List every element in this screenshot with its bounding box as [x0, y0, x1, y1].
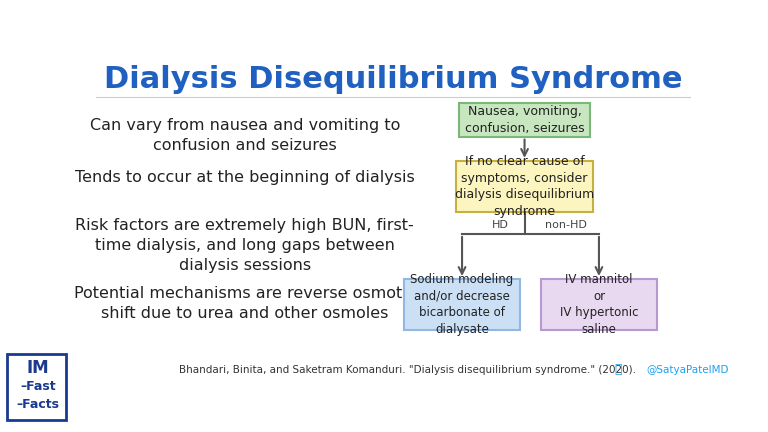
Text: Nausea, vomiting,
confusion, seizures: Nausea, vomiting, confusion, seizures: [465, 105, 584, 135]
Text: –Facts: –Facts: [16, 398, 59, 411]
Text: Can vary from nausea and vomiting to
confusion and seizures: Can vary from nausea and vomiting to con…: [90, 118, 400, 153]
Text: –Fast: –Fast: [20, 380, 55, 393]
Text: Sodium modeling
and/or decrease
bicarbonate of
dialysate: Sodium modeling and/or decrease bicarbon…: [410, 273, 514, 336]
Text: Tends to occur at the beginning of dialysis: Tends to occur at the beginning of dialy…: [75, 170, 415, 185]
Text: Bhandari, Binita, and Saketram Komanduri. "Dialysis disequilibrium syndrome." (2: Bhandari, Binita, and Saketram Komanduri…: [180, 365, 637, 375]
Text: If no clear cause of
symptoms, consider
dialysis disequilibrium
syndrome: If no clear cause of symptoms, consider …: [455, 156, 594, 218]
Text: @SatyaPatelMD: @SatyaPatelMD: [647, 365, 729, 375]
Text: Dialysis Disequilibrium Syndrome: Dialysis Disequilibrium Syndrome: [104, 65, 683, 94]
FancyBboxPatch shape: [7, 353, 66, 420]
Text: IM: IM: [26, 359, 49, 377]
FancyBboxPatch shape: [459, 103, 590, 137]
Text: Potential mechanisms are reverse osmotic
shift due to urea and other osmoles: Potential mechanisms are reverse osmotic…: [74, 286, 415, 321]
Text: non-HD: non-HD: [545, 220, 588, 230]
Text: Risk factors are extremely high BUN, first-
time dialysis, and long gaps between: Risk factors are extremely high BUN, fir…: [75, 218, 414, 273]
Text: HD: HD: [492, 220, 509, 230]
FancyBboxPatch shape: [404, 279, 520, 330]
FancyBboxPatch shape: [456, 161, 593, 213]
Text: IV mannitol
or
IV hypertonic
saline: IV mannitol or IV hypertonic saline: [560, 273, 638, 336]
Text: 🐦: 🐦: [614, 363, 622, 376]
FancyBboxPatch shape: [541, 279, 657, 330]
